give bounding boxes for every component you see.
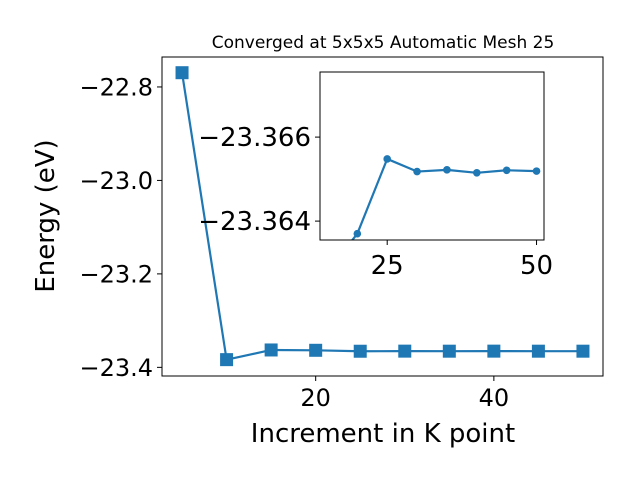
main-data-point [487,344,501,358]
main-data-point [576,344,590,358]
inset-axes-background [320,72,544,240]
main-data-point [264,343,278,357]
main-data-point [220,353,234,367]
main-series [175,66,590,367]
inset-data-point [353,229,362,238]
main-y-tick-label: −23.4 [79,354,153,382]
main-data-point [353,344,367,358]
inset-plot: 25 50 −23.366 −23.364 [198,71,553,281]
x-axis-label: Increment in K point [251,419,515,449]
inset-data-point [413,167,421,176]
inset-series-line [350,157,537,240]
main-data-point [442,344,456,358]
main-x-tick-label: 40 [479,384,510,412]
inset-axes-frame [319,71,545,241]
inset-x-tick-label: 50 [520,251,553,281]
inset-data-point [502,166,511,175]
main-data-point [531,344,545,358]
y-axis-label: Energy (eV) [31,139,61,292]
main-x-tick-label: 20 [300,384,331,412]
inset-ticks: 25 50 −23.366 −23.364 [198,123,553,281]
main-y-tick-label: −23.2 [79,260,153,288]
inset-data-point [532,167,541,175]
main-ticks: 20 40 −22.8 −23.0 −23.2 −23.4 [79,73,509,412]
main-y-tick-label: −22.8 [79,73,153,101]
inset-data-point [443,166,451,174]
main-series-line [180,72,583,361]
main-plot: Converged at 5x5x5 Automatic Mesh 25 20 4… [31,33,604,449]
main-data-point [398,344,412,358]
inset-y-tick-label: −23.366 [198,123,311,153]
main-data-point [309,343,323,357]
chart-title: Converged at 5x5x5 Automatic Mesh 25 [212,33,555,53]
inset-data-point [383,155,392,163]
inset-x-tick-label: 25 [371,251,404,281]
main-axes-frame [161,56,604,377]
inset-y-tick-label: −23.364 [198,207,311,237]
inset-series [350,155,541,240]
main-y-tick-label: −23.0 [79,167,153,195]
main-data-point [175,66,189,80]
inset-data-point [473,169,481,177]
